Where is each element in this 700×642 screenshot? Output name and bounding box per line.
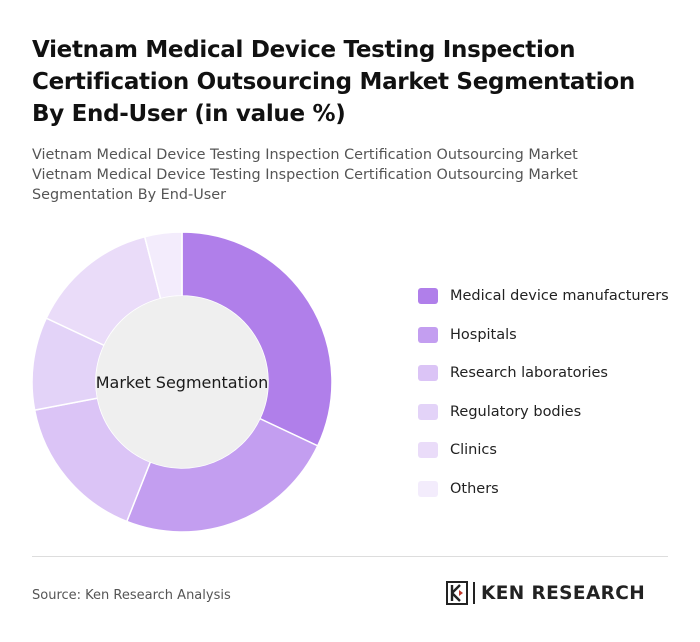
legend-item: Others xyxy=(418,470,669,509)
legend-label: Others xyxy=(450,480,499,497)
legend-swatch xyxy=(418,365,438,382)
donut-chart: Market Segmentation xyxy=(31,231,333,533)
legend-item: Clinics xyxy=(418,431,669,470)
legend-swatch xyxy=(418,442,438,459)
legend-label: Regulatory bodies xyxy=(450,403,582,420)
legend-item: Research laboratories xyxy=(418,354,669,393)
legend-item: Medical device manufacturers xyxy=(418,277,669,316)
legend-swatch xyxy=(418,480,438,497)
logo-mark-icon xyxy=(446,581,468,605)
legend-label: Clinics xyxy=(450,442,497,459)
subtitle-line-2: Vietnam Medical Device Testing Inspectio… xyxy=(32,167,578,203)
subtitle-line-1: Vietnam Medical Device Testing Inspectio… xyxy=(32,147,578,163)
donut-center xyxy=(96,296,268,468)
chart-legend: Medical device manufacturers Hospitals Res… xyxy=(418,277,669,508)
logo-text: KEN RESEARCH xyxy=(481,582,646,604)
legend-swatch xyxy=(418,403,438,420)
footer-divider xyxy=(32,556,668,557)
logo-separator xyxy=(473,582,475,604)
chart-title: Vietnam Medical Device Testing Inspectio… xyxy=(32,37,635,127)
legend-item: Hospitals xyxy=(418,316,669,355)
legend-label: Hospitals xyxy=(450,326,517,343)
legend-label: Medical device manufacturers xyxy=(450,288,669,305)
source-note: Source: Ken Research Analysis xyxy=(32,588,231,603)
legend-swatch xyxy=(418,326,438,343)
donut-center-label: Market Segmentation xyxy=(96,373,269,392)
ken-research-logo: KEN RESEARCH xyxy=(446,581,645,605)
legend-item: Regulatory bodies xyxy=(418,393,669,432)
legend-label: Research laboratories xyxy=(450,365,608,382)
legend-swatch xyxy=(418,288,438,305)
chart-subtitle: Vietnam Medical Device Testing Inspectio… xyxy=(32,145,672,205)
